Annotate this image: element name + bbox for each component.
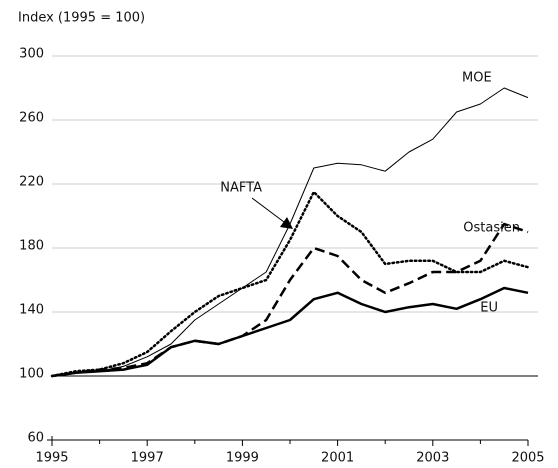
y-axis-label: Index (1995 = 100) (18, 11, 145, 26)
x-tick-label: 1997 (131, 451, 164, 466)
series-label: MOE (462, 71, 492, 86)
y-tick-label: 260 (19, 111, 44, 126)
x-tick-label: 1995 (35, 451, 68, 466)
series-label: EU (480, 301, 498, 316)
y-tick-label: 220 (19, 175, 44, 190)
x-tick-label: 2003 (416, 451, 449, 466)
series-label: Ostasien (463, 221, 520, 236)
y-tick-label: 140 (19, 303, 44, 318)
x-tick-label: 2005 (511, 451, 544, 466)
annotation-arrow (251, 197, 285, 223)
series-line (50, 190, 530, 378)
y-tick-label: 300 (19, 47, 44, 62)
series-line (51, 222, 529, 378)
x-tick-label: 1999 (226, 451, 259, 466)
series-line (51, 87, 529, 377)
series-line (51, 286, 529, 378)
y-tick-label: 60 (27, 431, 44, 446)
y-tick-label: 100 (19, 367, 44, 382)
y-tick-label: 180 (19, 239, 44, 254)
series-label: NAFTA (220, 181, 262, 196)
x-tick-label: 2001 (321, 451, 354, 466)
annotation-arrowhead (280, 217, 293, 229)
